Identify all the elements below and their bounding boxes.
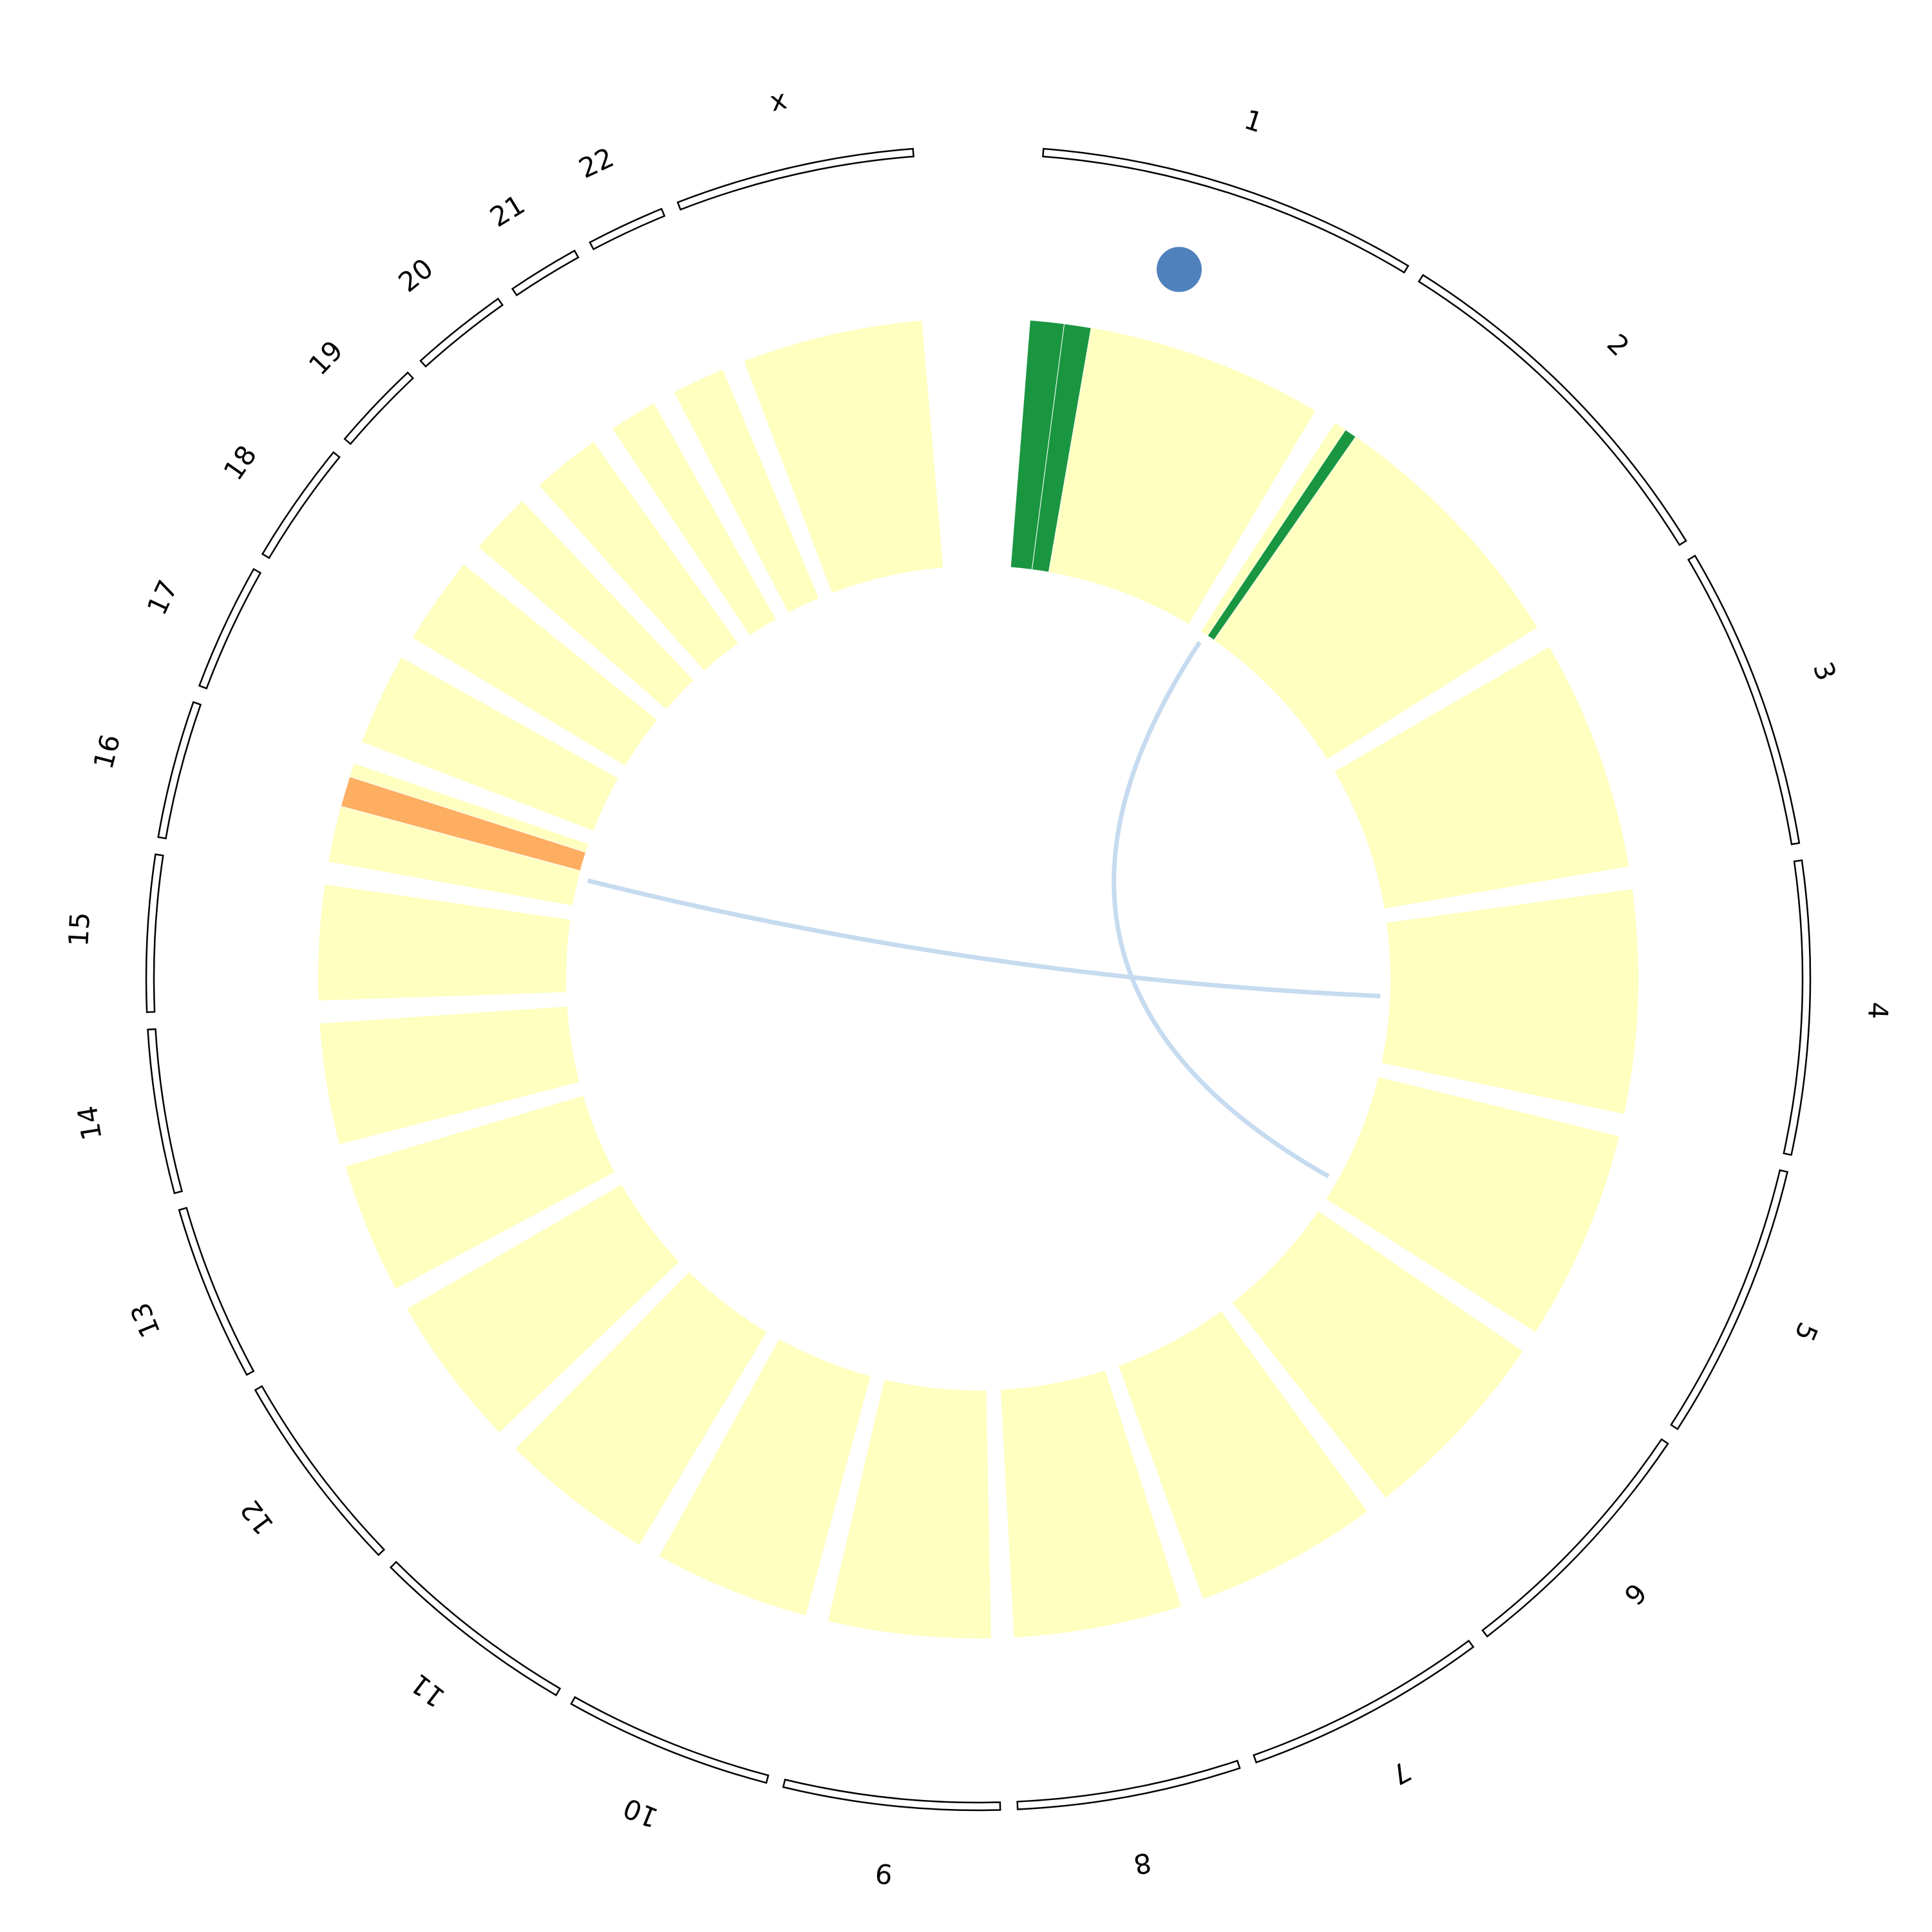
ideogram — [676, 147, 914, 211]
link — [1112, 641, 1330, 1179]
link — [587, 878, 1381, 999]
heatmap-band — [1207, 429, 1356, 641]
chromosome-label: 2 — [1601, 328, 1636, 362]
ideogram — [1417, 274, 1687, 546]
chromosome-label: 11 — [404, 1667, 451, 1713]
chromosome-label: 15 — [62, 911, 96, 947]
ideogram — [1687, 554, 1801, 846]
chromosome-label: 22 — [574, 141, 618, 184]
chromosome-label: 12 — [234, 1494, 280, 1540]
ideogram — [1481, 1438, 1669, 1638]
heatmap-sector — [1119, 1311, 1368, 1599]
chromosome-label: 10 — [619, 1792, 663, 1833]
heatmap-sector — [515, 1272, 767, 1545]
ideogram — [1016, 1759, 1241, 1810]
chromosome-label: 19 — [303, 334, 349, 381]
ideogram — [782, 1778, 1001, 1812]
chromosome-label: 8 — [1132, 1846, 1154, 1880]
ideogram — [1670, 1169, 1789, 1430]
chromosome-label: 20 — [392, 252, 439, 299]
chromosome-label: 7 — [1386, 1755, 1416, 1791]
heatmap-sector — [319, 1006, 580, 1144]
heatmap-sector — [1326, 1077, 1620, 1332]
heatmap-sector — [674, 369, 819, 612]
ideogram — [1042, 147, 1410, 274]
heatmap-sector — [1233, 1211, 1523, 1498]
ideogram — [389, 1560, 562, 1697]
ideogram — [1783, 859, 1812, 1156]
chromosome-label: 17 — [141, 575, 184, 620]
ideogram — [511, 249, 580, 297]
ideogram — [178, 1207, 255, 1376]
ideogram — [1253, 1639, 1475, 1764]
chromosome-label: 1 — [1240, 104, 1266, 139]
heatmap-sector — [744, 320, 943, 593]
ideogram — [570, 1696, 770, 1784]
heatmap-sector — [412, 564, 658, 766]
heatmap-sector — [345, 1095, 615, 1289]
ideogram — [343, 371, 415, 446]
ideogram — [261, 451, 341, 560]
ideogram — [145, 853, 164, 1013]
ideogram — [157, 701, 202, 840]
chromosome-label: 14 — [71, 1104, 108, 1143]
chromosome-label: 3 — [1807, 658, 1842, 685]
heatmap-sector — [1334, 647, 1629, 909]
heatmap-sector — [318, 884, 571, 1001]
ideogram — [198, 567, 262, 690]
ideogram — [254, 1385, 386, 1557]
heatmap-band — [340, 776, 587, 871]
chromosome-label: 4 — [1862, 1001, 1894, 1019]
heatmap-sector — [361, 658, 618, 831]
heatmap-sector — [828, 1379, 991, 1638]
heatmap-sector — [1013, 320, 1316, 624]
chromosome-label: 9 — [874, 1857, 895, 1891]
heatmap-sector — [478, 500, 694, 709]
heatmap-sector — [1000, 1370, 1182, 1638]
heatmap-band — [1031, 323, 1092, 573]
chromosome-label: 5 — [1788, 1318, 1824, 1346]
heatmap-sector — [539, 442, 739, 671]
heatmap-sector — [1381, 889, 1638, 1114]
ideogram — [419, 298, 504, 368]
chromosome-label: 16 — [88, 731, 127, 772]
chromosome-label: 18 — [217, 440, 263, 486]
chromosome-label: 13 — [124, 1298, 167, 1342]
chromosome-label: 6 — [1618, 1577, 1653, 1611]
scatter-point — [1157, 247, 1202, 292]
chromosome-label: 21 — [484, 189, 530, 234]
chromosome-label: x — [767, 83, 790, 117]
heatmap-sector — [1200, 422, 1538, 759]
heatmap-sector — [659, 1339, 871, 1616]
ideogram — [147, 1028, 183, 1195]
heatmap-sector — [612, 403, 776, 636]
heatmap-sector — [406, 1184, 679, 1433]
ideogram — [589, 207, 666, 251]
